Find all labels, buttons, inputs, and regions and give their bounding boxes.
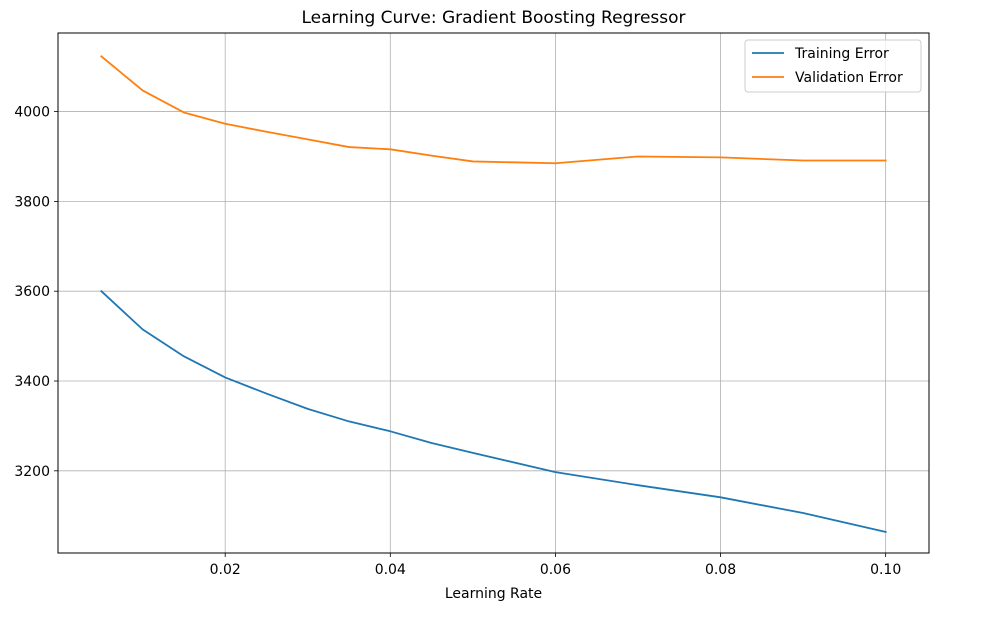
series-lines xyxy=(100,55,887,533)
legend-label-validation: Validation Error xyxy=(795,70,903,86)
x-tick-label: 0.10 xyxy=(870,562,901,578)
validation-error-line xyxy=(100,55,887,165)
y-tick-label: 3200 xyxy=(14,464,50,480)
training-error-line xyxy=(100,289,887,533)
x-axis-ticks: 0.02 0.04 0.06 0.08 0.10 xyxy=(210,553,901,578)
legend: Training Error Validation Error xyxy=(744,39,922,93)
x-tick-label: 0.06 xyxy=(540,562,571,578)
y-axis-ticks: 3200 3400 3600 3800 4000 xyxy=(14,105,58,480)
chart-title: Learning Curve: Gradient Boosting Regres… xyxy=(301,8,685,28)
y-tick-label: 4000 xyxy=(14,105,50,121)
y-tick-label: 3800 xyxy=(14,194,50,210)
legend-box xyxy=(744,39,922,93)
y-tick-label: 3600 xyxy=(14,284,50,300)
grid xyxy=(58,33,929,553)
x-axis-label: Learning Rate xyxy=(445,586,542,602)
x-tick-label: 0.04 xyxy=(375,562,406,578)
plot-frame xyxy=(57,32,930,554)
legend-label-training: Training Error xyxy=(794,46,889,62)
y-tick-label: 3400 xyxy=(14,374,50,390)
x-tick-label: 0.08 xyxy=(705,562,736,578)
x-tick-label: 0.02 xyxy=(210,562,241,578)
